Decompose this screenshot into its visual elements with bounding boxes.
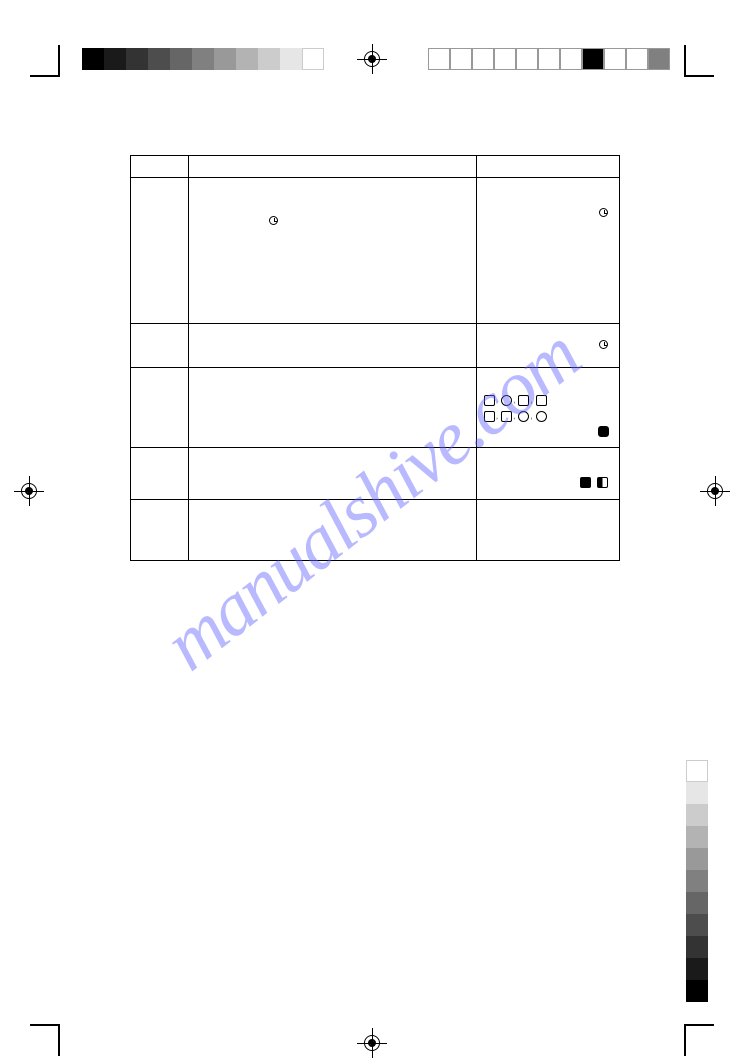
mode-icon-row: , , ,	[483, 395, 548, 406]
table-cell	[189, 368, 477, 447]
table-cell	[477, 324, 619, 367]
table-cell	[477, 448, 619, 499]
mode-icon	[501, 395, 512, 406]
clock-icon	[599, 340, 608, 349]
registration-mark-icon	[361, 48, 383, 70]
table-row: , , , , , ,	[131, 368, 619, 448]
table-cell	[131, 448, 189, 499]
crop-mark	[58, 45, 60, 77]
table-cell	[189, 156, 477, 177]
crop-mark	[30, 75, 60, 77]
table-cell	[477, 156, 619, 177]
mode-icon-row: , , ,	[483, 411, 548, 422]
table-cell	[477, 500, 619, 560]
mode-icon	[518, 411, 529, 422]
crop-mark	[58, 1024, 60, 1056]
registration-mark-icon	[361, 1032, 383, 1054]
registration-mark-icon	[18, 480, 40, 502]
clock-icon	[269, 216, 278, 225]
table-cell	[131, 178, 189, 323]
table-cell	[131, 500, 189, 560]
clock-icon	[599, 208, 608, 217]
color-calibration-bar	[428, 48, 670, 70]
table-cell	[131, 368, 189, 447]
half-filled-icon	[597, 477, 608, 488]
filled-square-icon	[598, 426, 609, 437]
crop-mark	[30, 1024, 60, 1026]
table-row	[131, 324, 619, 368]
table-row	[131, 178, 619, 324]
table-cell: , , , , , ,	[477, 368, 619, 447]
grayscale-calibration-bar-vertical	[686, 760, 708, 1002]
contrast-icon-pair	[579, 474, 609, 492]
table-cell	[477, 178, 619, 323]
crop-mark	[684, 45, 686, 77]
mode-icon	[536, 395, 547, 406]
registration-mark-icon	[704, 480, 726, 502]
crop-mark	[684, 75, 714, 77]
table-cell	[131, 156, 189, 177]
table-row	[131, 448, 619, 500]
grayscale-calibration-bar	[82, 48, 324, 70]
mode-icon	[484, 411, 495, 422]
mode-icon	[518, 395, 529, 406]
table-row	[131, 500, 619, 560]
crop-mark	[684, 1024, 714, 1026]
mode-icon	[501, 411, 512, 422]
table-cell	[189, 178, 477, 323]
table-cell	[131, 324, 189, 367]
mode-icon	[484, 395, 495, 406]
crop-mark	[684, 1024, 686, 1056]
table-header-row	[131, 156, 619, 178]
filled-icon	[580, 477, 591, 488]
table-cell	[189, 500, 477, 560]
mode-icon	[536, 411, 547, 422]
settings-table: , , , , , ,	[130, 155, 620, 561]
table-cell	[189, 448, 477, 499]
table-cell	[189, 324, 477, 367]
